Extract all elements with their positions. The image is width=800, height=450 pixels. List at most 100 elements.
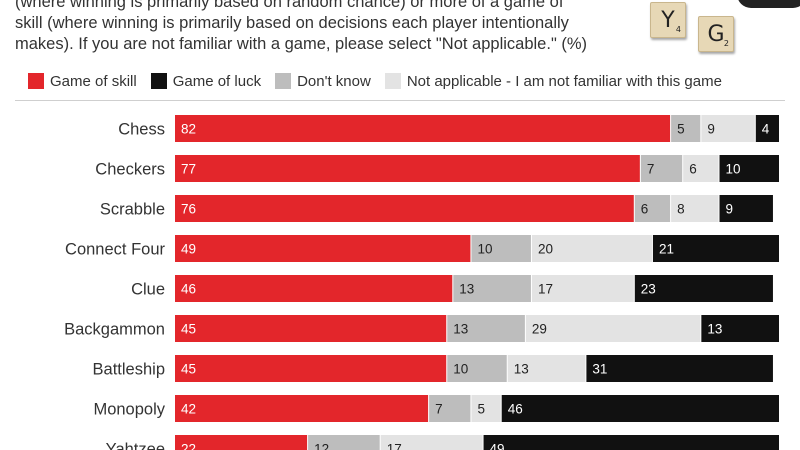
bar-segment [640, 155, 683, 182]
bar-value-label: 5 [677, 122, 685, 137]
legend-item-1: Game of luck [150, 72, 262, 90]
bar-value-label: 9 [726, 202, 734, 217]
subtitle-line-1: (where winning is primarily based on ran… [15, 0, 564, 11]
bar-segment [525, 315, 701, 342]
bar-value-label: 6 [641, 202, 649, 217]
category-label: Clue [131, 281, 165, 299]
bar-value-label: 49 [490, 442, 505, 450]
tile-score: 4 [675, 25, 681, 34]
bar-value-label: 17 [538, 282, 553, 297]
bar-segment [175, 355, 447, 382]
bar-value-label: 8 [677, 202, 685, 217]
chart-subtitle: (where winning is primarily based on ran… [15, 0, 615, 55]
category-label: Battleship [93, 361, 165, 379]
tile-holder-shape [737, 0, 800, 8]
bar-segment [671, 115, 701, 142]
bar-value-label: 77 [181, 162, 196, 177]
bar-value-label: 76 [181, 202, 196, 217]
bar-value-label: 20 [538, 242, 553, 257]
scrabble-tiles-illustration: Y 4 G 2 [645, 0, 800, 52]
bar-value-label: 31 [592, 362, 607, 377]
bar-value-label: 5 [477, 402, 485, 417]
tile-letter: Y [661, 7, 675, 33]
legend-label: Game of skill [50, 72, 137, 90]
bar-value-label: 23 [641, 282, 656, 297]
bar-value-label: 46 [508, 402, 523, 417]
bar-segment [701, 315, 779, 342]
bar-segment [175, 275, 453, 302]
category-label: Connect Four [65, 241, 165, 259]
bar-segment [175, 155, 640, 182]
bar-segment [634, 195, 671, 222]
bar-segment [719, 195, 773, 222]
bar-value-label: 49 [181, 242, 196, 257]
bar-value-label: 9 [707, 122, 715, 137]
legend-swatch [28, 73, 44, 89]
legend-item-0: Game of skill [28, 73, 137, 90]
bar-value-label: 12 [314, 442, 329, 450]
bar-segment [175, 115, 671, 142]
bar-value-label: 13 [707, 322, 722, 337]
legend-item-3: Not applicable - I am not familiar with … [384, 72, 722, 90]
bar-segment [531, 275, 634, 302]
bar-segment [175, 235, 471, 262]
tile-g: G 2 [698, 16, 734, 52]
bar-segment [447, 315, 525, 342]
bar-value-label: 10 [726, 162, 741, 177]
legend-label: Don't know [297, 72, 371, 90]
bar-segment [453, 275, 531, 302]
bar-value-label: 45 [181, 322, 196, 337]
bar-segment [531, 235, 652, 262]
bar-segment [683, 155, 719, 182]
bar-segment [447, 355, 507, 382]
tile-score: 2 [723, 39, 729, 48]
bar-segment [175, 395, 429, 422]
bar-segment [755, 115, 779, 142]
legend-label: Game of luck [172, 72, 262, 90]
bar-value-label: 13 [459, 282, 474, 297]
bar-value-label: 13 [453, 322, 468, 337]
bar-segment [671, 195, 719, 222]
chart-legend: Game of skill Game of luck Don't know Not a… [28, 70, 736, 92]
legend-swatch [275, 73, 292, 89]
category-label: Yahtzee [106, 441, 165, 450]
bar-value-label: 10 [477, 242, 492, 257]
bar-value-label: 29 [532, 322, 547, 337]
legend-label: Not applicable - I am not familiar with … [406, 72, 722, 90]
tile-letter: G [707, 21, 725, 47]
bar-segment [719, 155, 779, 182]
bar-value-label: 4 [762, 122, 770, 137]
bar-segment [586, 355, 773, 382]
bar-segment [471, 235, 531, 262]
bar-segment [634, 275, 773, 302]
bar-segment [175, 195, 634, 222]
bar-value-label: 22 [181, 442, 196, 450]
bar-segment [652, 235, 779, 262]
bar-segment [429, 395, 471, 422]
bar-value-label: 7 [435, 402, 443, 417]
bar-segment [501, 395, 779, 422]
bar-segment [175, 315, 447, 342]
bar-segment [701, 115, 755, 142]
subtitle-line-3: makes). If you are not familiar with a g… [15, 35, 588, 53]
bar-segment [308, 435, 380, 450]
category-label: Monopoly [93, 401, 165, 419]
legend-swatch [150, 73, 167, 89]
bar-value-label: 10 [453, 362, 468, 377]
bar-value-label: 82 [181, 122, 196, 137]
legend-divider [15, 100, 785, 101]
category-label: Backgammon [64, 321, 165, 339]
bar-value-label: 6 [689, 162, 697, 177]
bar-value-label: 7 [647, 162, 655, 177]
bar-segment [507, 355, 586, 382]
legend-swatch [384, 73, 401, 89]
bar-segment [380, 435, 483, 450]
category-label: Checkers [95, 161, 165, 179]
bar-value-label: 42 [181, 402, 196, 417]
bar-value-label: 46 [181, 282, 196, 297]
bar-segment [483, 435, 779, 450]
bar-segment [175, 435, 308, 450]
bar-value-label: 13 [514, 362, 529, 377]
legend-item-2: Don't know [275, 73, 371, 90]
subtitle-line-2: skill (where winning is primarily based … [15, 14, 569, 32]
